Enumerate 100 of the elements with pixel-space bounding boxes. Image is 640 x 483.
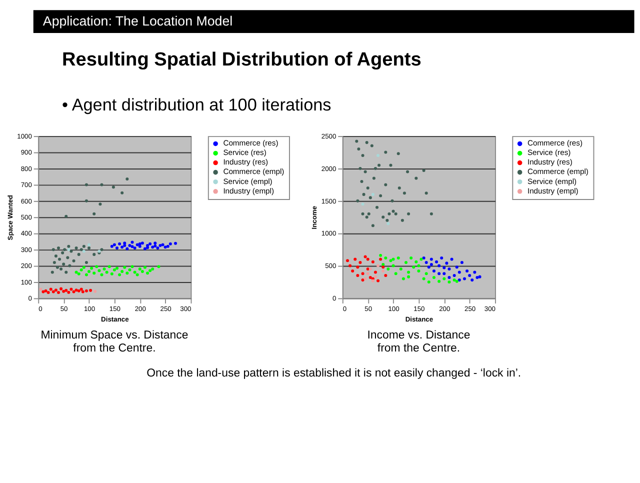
point bbox=[105, 270, 108, 274]
point bbox=[84, 289, 88, 292]
point bbox=[357, 148, 360, 151]
point bbox=[64, 270, 68, 274]
point bbox=[50, 270, 54, 274]
point bbox=[44, 289, 48, 292]
point bbox=[70, 288, 73, 291]
point bbox=[110, 272, 114, 276]
point bbox=[374, 166, 377, 170]
point bbox=[123, 244, 126, 248]
point bbox=[422, 277, 426, 280]
point bbox=[89, 288, 92, 292]
text: Once the land-use pattern is established it is not easily changed - ‘lock in’. bbox=[146, 367, 522, 380]
point bbox=[448, 276, 451, 279]
point bbox=[154, 242, 157, 245]
point bbox=[466, 269, 469, 272]
point bbox=[450, 258, 454, 261]
point bbox=[430, 212, 433, 216]
point bbox=[148, 242, 152, 246]
point bbox=[442, 277, 446, 280]
point bbox=[388, 212, 391, 216]
text: Income vs. Distance from the Centre. bbox=[367, 329, 470, 355]
point bbox=[63, 248, 66, 252]
point bbox=[133, 246, 136, 250]
point bbox=[442, 272, 446, 276]
point bbox=[384, 274, 388, 278]
point bbox=[379, 194, 382, 198]
point bbox=[382, 262, 385, 266]
point bbox=[58, 258, 62, 261]
point bbox=[64, 288, 68, 292]
point bbox=[372, 176, 376, 180]
point bbox=[366, 258, 370, 261]
point bbox=[123, 266, 126, 269]
point bbox=[52, 248, 55, 252]
point bbox=[366, 272, 370, 276]
point bbox=[84, 199, 88, 202]
point bbox=[112, 268, 116, 272]
point bbox=[424, 192, 428, 195]
point bbox=[120, 246, 124, 249]
point bbox=[115, 266, 119, 270]
point bbox=[361, 272, 364, 276]
point bbox=[56, 291, 60, 294]
point bbox=[360, 180, 364, 183]
point bbox=[351, 269, 354, 272]
point bbox=[166, 244, 170, 248]
text: • Agent distribution at 100 iterations bbox=[62, 94, 332, 114]
point bbox=[92, 252, 96, 256]
point bbox=[60, 287, 63, 290]
point bbox=[422, 168, 426, 172]
legend-label: Service (empl) bbox=[527, 176, 578, 186]
point bbox=[438, 280, 441, 283]
point bbox=[394, 272, 398, 276]
point bbox=[412, 266, 416, 269]
point bbox=[128, 268, 132, 272]
point bbox=[356, 266, 360, 269]
point bbox=[140, 270, 144, 273]
legend-label: Industry (empl) bbox=[223, 186, 274, 196]
point bbox=[392, 258, 395, 261]
point bbox=[402, 192, 406, 195]
point bbox=[68, 264, 72, 268]
point bbox=[138, 244, 142, 248]
point bbox=[470, 278, 474, 282]
legend-label: Service (res) bbox=[527, 148, 572, 158]
point bbox=[157, 265, 160, 268]
point bbox=[130, 245, 134, 248]
point bbox=[382, 269, 385, 272]
point bbox=[452, 278, 456, 282]
point bbox=[174, 242, 178, 245]
point bbox=[52, 290, 55, 294]
point bbox=[151, 268, 154, 271]
point bbox=[100, 248, 104, 252]
point bbox=[445, 262, 448, 265]
point bbox=[365, 141, 368, 144]
point bbox=[118, 242, 122, 246]
point bbox=[417, 269, 420, 272]
point bbox=[126, 247, 129, 250]
point bbox=[80, 268, 83, 272]
point bbox=[140, 242, 144, 245]
point bbox=[404, 261, 408, 264]
point bbox=[98, 269, 101, 272]
point bbox=[77, 272, 80, 276]
text: Resulting Spatial Distribution of Agents bbox=[62, 49, 422, 70]
point bbox=[355, 140, 358, 143]
point bbox=[136, 273, 139, 276]
point bbox=[364, 255, 367, 258]
legend-label: Commerce (res) bbox=[527, 138, 583, 148]
point bbox=[100, 183, 104, 186]
legend-label: Industry (res) bbox=[527, 158, 573, 167]
point bbox=[74, 270, 78, 274]
point bbox=[82, 250, 86, 253]
point bbox=[417, 264, 420, 268]
point bbox=[84, 261, 88, 264]
point bbox=[56, 246, 60, 250]
point bbox=[54, 254, 58, 258]
legend-label: Service (res) bbox=[223, 148, 267, 158]
point bbox=[384, 183, 388, 186]
point bbox=[146, 272, 150, 275]
point bbox=[361, 154, 364, 158]
point bbox=[60, 268, 63, 271]
point bbox=[473, 270, 476, 274]
